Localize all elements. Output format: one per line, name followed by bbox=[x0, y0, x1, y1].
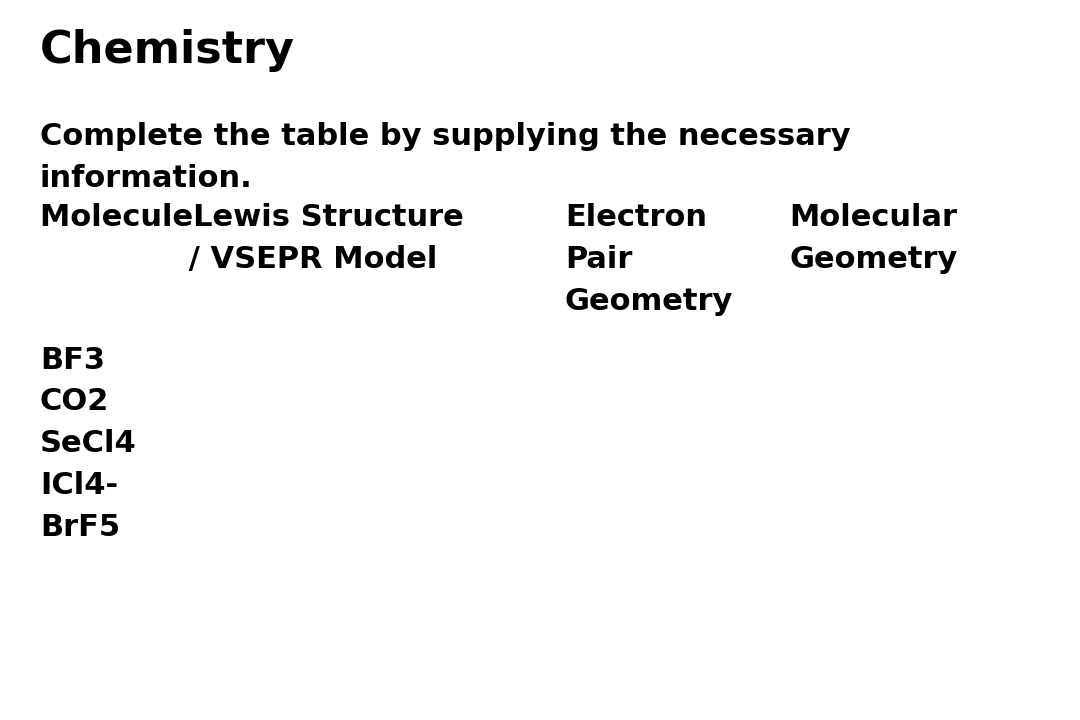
Text: CO2: CO2 bbox=[40, 387, 109, 416]
Text: Molecular: Molecular bbox=[789, 203, 958, 232]
Text: ICl4-: ICl4- bbox=[40, 471, 118, 500]
Text: Geometry: Geometry bbox=[789, 245, 958, 274]
Text: / VSEPR Model: / VSEPR Model bbox=[40, 245, 437, 274]
Text: Complete the table by supplying the necessary: Complete the table by supplying the nece… bbox=[40, 122, 851, 151]
Text: SeCl4: SeCl4 bbox=[40, 429, 137, 458]
Text: Geometry: Geometry bbox=[565, 287, 733, 315]
Text: BF3: BF3 bbox=[40, 346, 105, 374]
Text: BrF5: BrF5 bbox=[40, 513, 120, 541]
Text: information.: information. bbox=[40, 164, 253, 193]
Text: Electron: Electron bbox=[565, 203, 706, 232]
Text: MoleculeLewis Structure: MoleculeLewis Structure bbox=[40, 203, 463, 232]
Text: Pair: Pair bbox=[565, 245, 632, 274]
Text: Chemistry: Chemistry bbox=[40, 29, 295, 72]
